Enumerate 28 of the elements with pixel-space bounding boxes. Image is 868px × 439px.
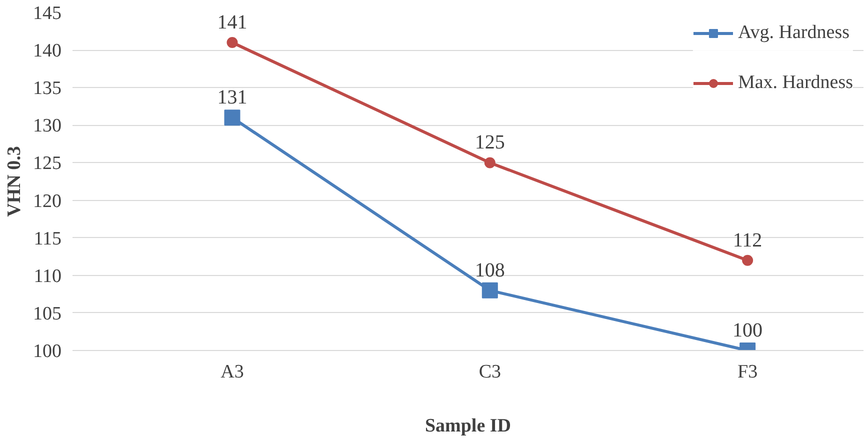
point (742, 254, 754, 266)
point (484, 157, 496, 168)
point (226, 37, 238, 48)
data-label: 141 (217, 12, 248, 34)
y-tick-label: 125 (33, 153, 62, 174)
y-tick-label: 110 (34, 266, 62, 287)
x-tick-label: A3 (220, 362, 244, 382)
data-label: 112 (732, 229, 762, 252)
x-tick-label: F3 (738, 362, 758, 382)
y-tick-label: 140 (33, 40, 62, 62)
y-tick-label: 120 (33, 190, 62, 212)
point (482, 282, 498, 298)
x-axis-title: Sample ID (424, 416, 512, 436)
legend-label: Max. Hardness (738, 72, 853, 94)
legend-label: Avg. Hardness (738, 22, 850, 44)
y-tick-label: 135 (33, 78, 62, 100)
y-tick-label: 130 (33, 116, 62, 137)
y-tick-label: 115 (34, 228, 62, 250)
point (224, 110, 240, 126)
y-tick-label: 105 (33, 303, 62, 324)
x-tick-label: C3 (478, 362, 501, 382)
y-tick-label: 100 (33, 341, 62, 362)
data-label: 131 (217, 86, 248, 109)
data-label: 125 (474, 132, 505, 154)
data-label: 108 (474, 259, 505, 282)
y-tick-label: 145 (33, 3, 62, 24)
data-label: 100 (732, 320, 763, 342)
y-axis-title: VHN 0.3 (4, 146, 25, 217)
